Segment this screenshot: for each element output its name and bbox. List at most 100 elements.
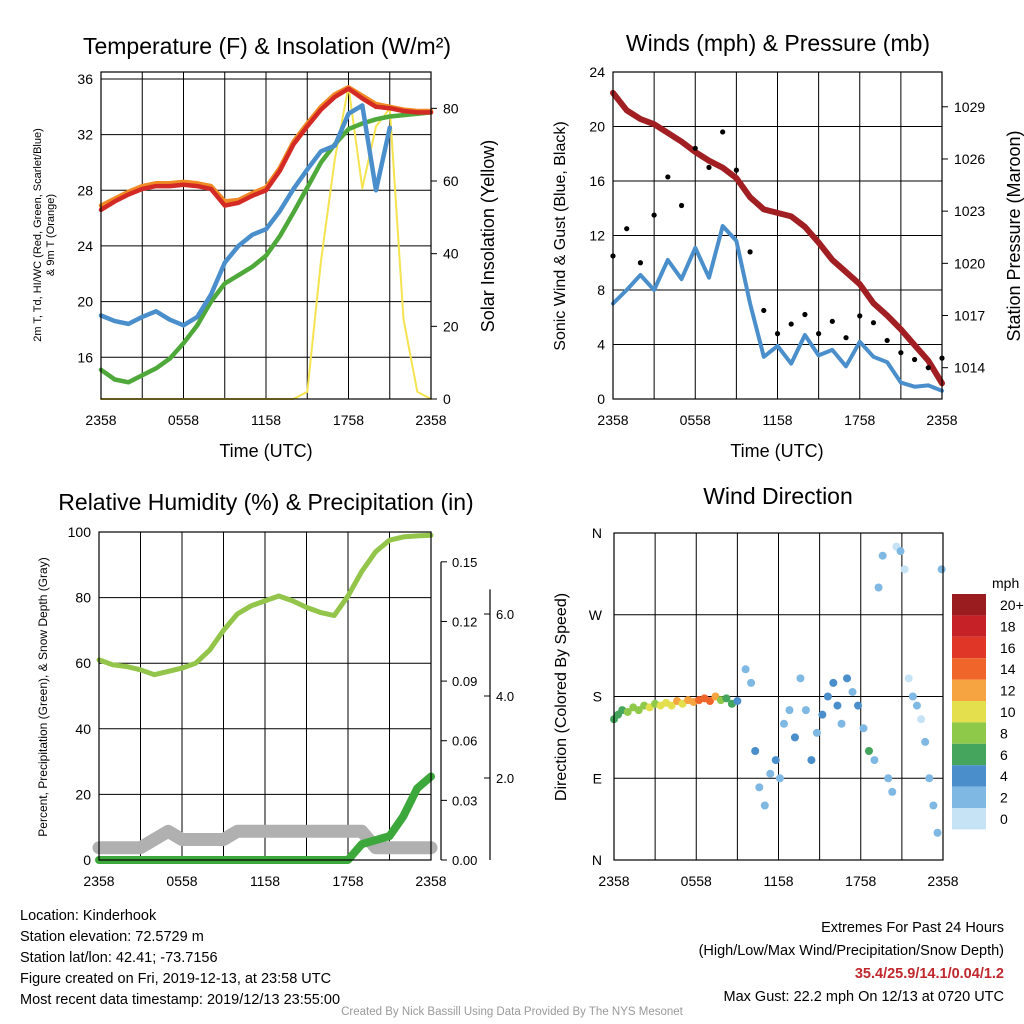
direction-point: [833, 701, 842, 710]
speed-colorbar: 20+ 18 16 14 12 10 8 6 4 2 0: [952, 594, 1024, 830]
colorbar-swatch: [952, 658, 986, 680]
direction-point: [848, 687, 857, 696]
series-line-pressure: [610, 89, 945, 387]
extremes-values: 35.4/25.9/14.1/0.04/1.2: [854, 966, 1004, 982]
colorbar-label: 18: [1000, 618, 1016, 634]
pressure-y-tick: 1017: [954, 308, 985, 324]
colorbar-swatch: [952, 701, 986, 723]
direction-point: [722, 694, 731, 703]
direction-point: [747, 678, 756, 687]
temperature-ylabel-line2: & 9m T (Orange): [45, 194, 57, 276]
x-tick-label: 1758: [332, 873, 363, 889]
snow-y-tick: 4.0: [496, 689, 514, 704]
x-tick-label: 1158: [250, 873, 280, 889]
direction-point: [818, 710, 827, 719]
direction-point: [864, 747, 873, 755]
temperature-y-tick: 36: [77, 71, 93, 87]
gust-point: [788, 321, 794, 327]
precip-y-tick: 0.12: [452, 614, 477, 629]
winds-ylabel: Sonic Wind & Gust (Blue, Black): [552, 121, 569, 350]
direction-point: [933, 828, 942, 837]
insolation-y-tick: 40: [443, 246, 459, 262]
colorbar-swatch: [952, 722, 986, 744]
temperature-plot-frame: [100, 71, 432, 400]
colorbar-label: 0: [1000, 811, 1008, 827]
direction-panel: Wind Direction N E S W N 2358 0558 1158 1758 2358…: [553, 483, 1024, 889]
direction-title: Wind Direction: [703, 483, 853, 509]
direction-point: [900, 565, 909, 574]
location-text: Location: Kinderhook: [20, 908, 157, 924]
elevation-text: Station elevation: 72.5729 m: [20, 929, 204, 945]
temperature-y-tick: 16: [77, 349, 93, 365]
colorbar-label: 4: [1000, 768, 1008, 784]
gust-point: [665, 174, 671, 180]
insolation-y-tick: 20: [443, 318, 459, 334]
x-tick-label: 2358: [415, 412, 446, 428]
max-gust-text: Max Gust: 22.2 mph On 12/13 at 0720 UTC: [723, 989, 1004, 1005]
gust-point: [747, 249, 753, 255]
humidity-y-tick: 0: [83, 852, 91, 868]
snow-y-tick: 2.0: [496, 771, 514, 786]
colorbar-swatch: [952, 765, 986, 787]
x-tick-label: 1158: [251, 412, 281, 428]
recent-data-text: Most recent data timestamp: 2019/12/13 2…: [20, 992, 341, 1008]
temperature-y-tick: 24: [77, 238, 93, 254]
extremes-subtitle: (High/Low/Max Wind/Precipitation/Snow De…: [698, 943, 1004, 959]
humidity-y-tick: 80: [75, 590, 91, 606]
humidity-ylabel: Percent, Precipitation (Green), & Snow D…: [36, 557, 50, 836]
direction-point: [790, 733, 799, 742]
winds-y-tick: 8: [597, 282, 605, 298]
series-line-wind-speed: [611, 224, 944, 393]
colorbar-swatch: [952, 679, 986, 701]
winds-y-tick: 4: [597, 337, 605, 353]
direction-point: [741, 665, 750, 674]
direction-point: [775, 774, 784, 783]
direction-point: [837, 719, 846, 728]
x-tick-label: 2358: [85, 412, 116, 428]
x-tick-label: 1758: [333, 412, 364, 428]
humidity-y-tick: 40: [75, 721, 91, 737]
x-tick-label: 1758: [844, 412, 875, 428]
x-tick-label: 2358: [598, 873, 629, 889]
winds-xlabel: Time (UTC): [730, 441, 823, 461]
direction-y-tick: E: [593, 770, 602, 786]
temperature-y-tick: 28: [77, 182, 93, 198]
direction-point: [812, 728, 821, 737]
temperature-y-tick: 32: [77, 127, 93, 143]
direction-point: [801, 706, 810, 715]
colorbar-swatch: [952, 615, 986, 637]
direction-plot-frame: [613, 532, 944, 861]
gust-point: [857, 313, 863, 319]
snow-y-tick: 6.0: [496, 607, 514, 622]
direction-point: [634, 706, 643, 715]
pressure-y-tick: 1014: [954, 360, 985, 376]
direction-point: [667, 701, 676, 710]
humidity-axis-ticks: 0 20 40 60 80 100 0.00 0.03 0.06 0.09 0.12 0.15 2.0 4…: [68, 524, 514, 889]
gust-point: [637, 260, 644, 266]
direction-point: [705, 697, 714, 706]
direction-point: [884, 774, 893, 783]
humidity-y-tick: 20: [75, 786, 91, 802]
gust-point: [761, 307, 767, 314]
gust-point: [733, 167, 739, 173]
humidity-panel: Relative Humidity (%) & Precipitation (i…: [36, 489, 514, 889]
gust-point: [898, 350, 904, 356]
colorbar-label: 14: [1000, 661, 1016, 677]
direction-axis-ticks: N E S W N 2358 0558 1158 1758 2358: [589, 525, 959, 889]
direction-point: [874, 583, 883, 592]
gust-point: [911, 356, 918, 363]
insolation-y-tick: 80: [443, 100, 459, 116]
winds-title: Winds (mph) & Pressure (mb): [626, 30, 930, 56]
colorbar-label: 6: [1000, 747, 1008, 763]
gust-point: [802, 311, 808, 318]
series-line-snow-depth: [92, 824, 438, 855]
x-tick-label: 2358: [83, 873, 114, 889]
x-tick-label: 2358: [415, 873, 446, 889]
direction-y-tick: N: [592, 852, 602, 868]
direction-point: [623, 707, 632, 716]
winds-y-tick: 20: [589, 119, 605, 135]
x-tick-label: 1758: [845, 873, 876, 889]
gust-point: [884, 337, 890, 344]
gust-point: [774, 331, 781, 337]
